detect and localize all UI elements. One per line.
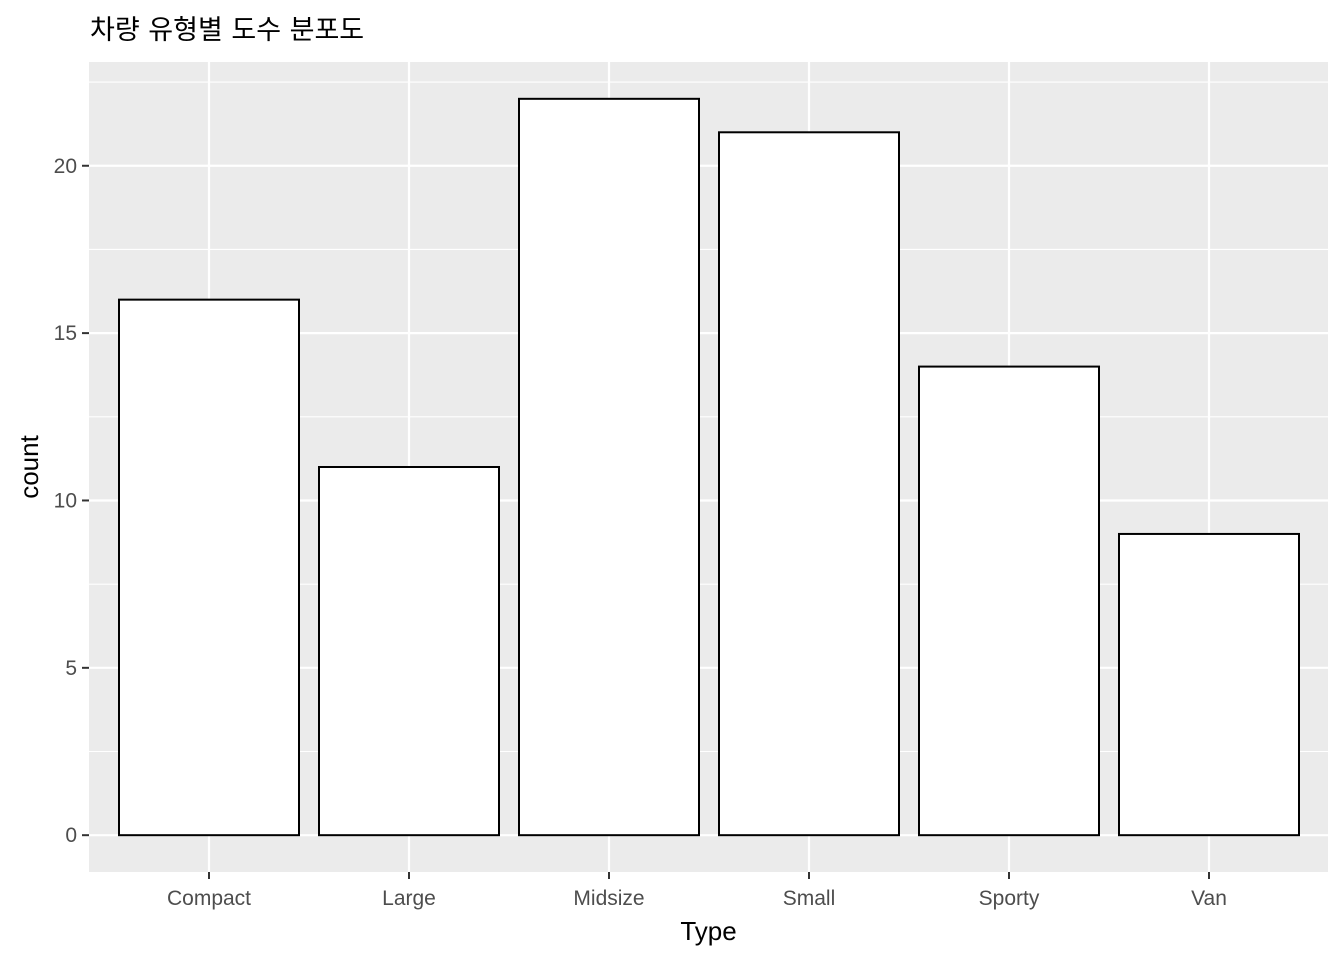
bar-small (718, 131, 900, 837)
x-tick-label: Sporty (979, 887, 1040, 910)
x-tick-label: Small (783, 887, 836, 910)
bar-large (318, 466, 500, 837)
y-axis-title: count (14, 434, 44, 498)
y-tick-label: 20 (54, 155, 77, 178)
y-axis: 0 5 10 15 20 (54, 155, 89, 847)
x-tick-label: Midsize (573, 887, 644, 910)
bar-compact (118, 298, 300, 837)
x-tick-label: Van (1191, 887, 1227, 910)
y-tick-label: 5 (65, 657, 77, 680)
bars (118, 97, 1300, 837)
bar-van (1118, 532, 1300, 837)
x-tick-label: Compact (167, 887, 251, 910)
x-tick-label: Large (382, 887, 436, 910)
y-tick-label: 0 (65, 824, 77, 847)
y-tick-label: 10 (54, 489, 77, 512)
bar-sporty (918, 365, 1100, 837)
x-axis: Compact Large Midsize Small Sporty Van (167, 872, 1227, 910)
y-tick-label: 15 (54, 322, 77, 345)
x-axis-title: Type (680, 916, 736, 946)
chart-title: 차량 유형별 도수 분포도 (90, 15, 365, 46)
bar-midsize (518, 97, 700, 837)
